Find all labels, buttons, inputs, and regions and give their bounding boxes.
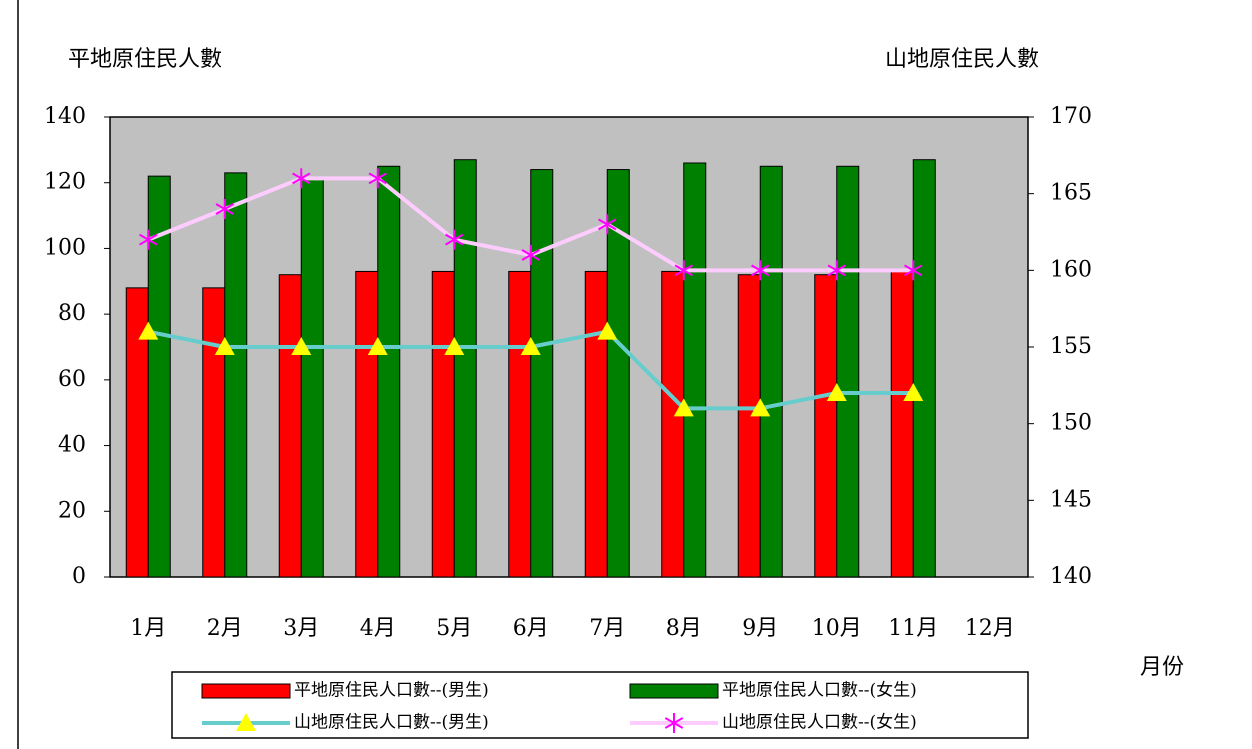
line-marker	[597, 321, 618, 340]
line-marker	[673, 398, 694, 417]
y2-tick-label: 140	[1050, 564, 1092, 589]
legend-marker	[664, 713, 684, 733]
bar	[890, 270, 914, 578]
x-tick-label: 9月	[742, 616, 778, 641]
x-tick-label: 5月	[436, 616, 472, 641]
y2-axis-label: 山地原住民人數	[885, 47, 1039, 72]
x-tick-label: 2月	[207, 616, 243, 641]
y-tick-label: 120	[44, 170, 86, 195]
bar	[278, 274, 302, 578]
line-marker	[292, 168, 311, 189]
x-tick-label: 8月	[666, 616, 702, 641]
bar	[759, 165, 783, 578]
line-marker	[368, 168, 387, 189]
x-tick-label: 3月	[283, 616, 319, 641]
bar	[584, 270, 608, 578]
x-tick-label: 6月	[513, 616, 549, 641]
y-tick-label: 60	[58, 367, 86, 392]
line-marker	[445, 229, 464, 250]
bar	[814, 274, 838, 578]
legend-swatch	[201, 683, 291, 699]
line-marker	[520, 337, 541, 355]
legend-swatch	[629, 683, 719, 699]
y-tick-label: 40	[58, 433, 86, 458]
x-tick-label: 12月	[965, 616, 1015, 641]
y2-tick-label: 160	[1050, 257, 1092, 282]
y-tick-label: 20	[58, 498, 86, 523]
x-tick-label: 10月	[812, 616, 862, 641]
line-marker	[903, 383, 924, 401]
line-marker	[521, 245, 540, 265]
line-marker	[826, 383, 847, 401]
bar	[224, 172, 248, 578]
y-tick-label: 80	[58, 301, 86, 326]
line-marker	[215, 199, 234, 219]
bar	[606, 169, 630, 578]
legend-marker	[236, 713, 256, 731]
bar	[530, 169, 554, 578]
line-marker	[444, 337, 465, 355]
y-tick-label: 140	[44, 104, 86, 129]
line-marker	[674, 260, 693, 281]
line-marker	[751, 260, 770, 281]
line-marker	[139, 229, 158, 250]
y2-tick-label: 155	[1050, 334, 1092, 359]
legend-label: 平地原住民人口數--(男生)	[294, 681, 489, 701]
line-marker	[750, 398, 771, 417]
line-marker	[904, 260, 923, 281]
line-marker	[138, 321, 159, 340]
bar	[300, 178, 324, 578]
y2-tick-label: 165	[1050, 181, 1092, 206]
bar	[431, 270, 455, 578]
bar	[453, 159, 477, 578]
x-axis-label: 月份	[1140, 655, 1184, 680]
bar	[836, 165, 860, 578]
bar	[737, 274, 761, 578]
line-marker	[598, 214, 617, 235]
bar	[202, 287, 226, 578]
x-tick-label: 7月	[589, 616, 625, 641]
bar	[377, 165, 401, 578]
legend-label: 山地原住民人口數--(男生)	[294, 713, 489, 733]
legend-label: 平地原住民人口數--(女生)	[722, 681, 917, 701]
bar	[683, 162, 707, 578]
line-marker	[291, 337, 312, 355]
bar	[147, 175, 171, 578]
x-tick-label: 4月	[360, 616, 396, 641]
y-tick-label: 0	[72, 564, 86, 589]
y2-tick-label: 145	[1050, 487, 1092, 512]
bar	[508, 270, 532, 578]
y-tick-label: 100	[44, 235, 86, 260]
line-marker	[367, 337, 388, 355]
y-axis-label: 平地原住民人數	[68, 47, 222, 72]
bar	[355, 270, 379, 578]
bar	[912, 159, 936, 578]
bar	[661, 270, 685, 578]
line-marker	[827, 260, 846, 281]
line-marker	[214, 337, 235, 355]
y2-tick-label: 170	[1050, 104, 1092, 129]
x-tick-label: 1月	[130, 616, 166, 641]
x-tick-label: 11月	[888, 616, 938, 641]
y2-tick-label: 150	[1050, 411, 1092, 436]
legend	[171, 671, 1029, 739]
legend-label: 山地原住民人口數--(女生)	[722, 713, 917, 733]
